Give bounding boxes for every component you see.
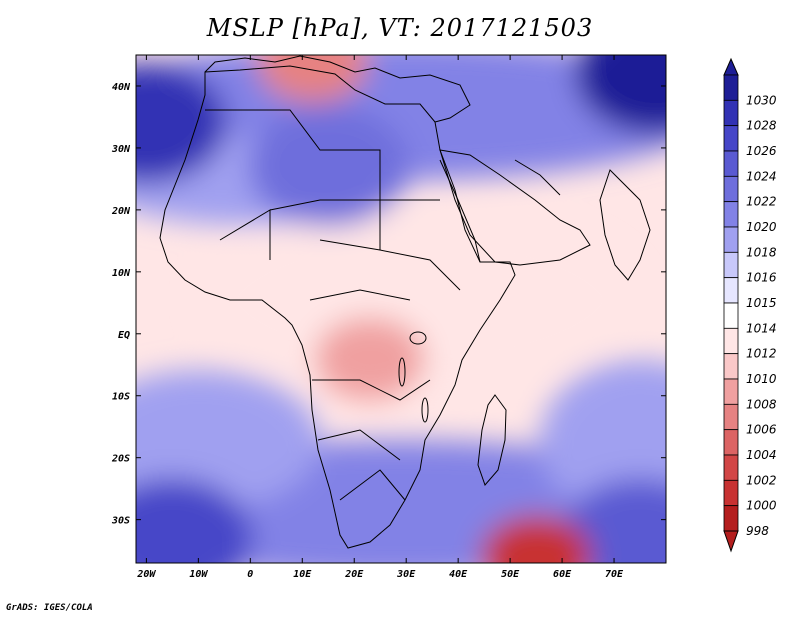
- colorbar-label: 1024: [746, 169, 777, 183]
- colorbar-swatch: [723, 99, 739, 127]
- colorbar-swatch: [723, 302, 739, 329]
- axis-ticks: 20W 10W 0 10E 20E 30E 40E 50E 60E 70E 40N 30N 20N 10N…: [111, 55, 666, 580]
- colorbar-label: 1015: [746, 296, 777, 310]
- arabian-peninsula-coastline: [439, 149, 591, 266]
- colorbar-swatch: [723, 125, 739, 152]
- colorbar-swatch: [723, 353, 739, 380]
- colorbar-label: 1010: [746, 372, 777, 386]
- colorbar-swatch: [723, 251, 739, 279]
- lat-tick-label: 20N: [111, 206, 131, 217]
- colorbar-label: 1002: [746, 473, 777, 487]
- low-pressure-cell: [257, 55, 368, 103]
- border-lines: [205, 109, 461, 501]
- colorbar-label: 1006: [746, 423, 777, 437]
- madagascar-coastline: [477, 394, 507, 486]
- colorbar-swatch: [723, 429, 739, 456]
- lon-tick-label: 10E: [293, 569, 312, 580]
- colorbar-label: 1004: [746, 448, 777, 462]
- lat-tick-label: 40N: [112, 82, 131, 93]
- colorbar-swatch: [723, 277, 739, 304]
- lon-tick-label: 20W: [136, 569, 156, 580]
- south-atlantic-band: [136, 370, 320, 510]
- colorbar-swatch: [723, 327, 739, 355]
- red-sea: [439, 159, 481, 263]
- high-pressure-cell: [248, 106, 409, 227]
- tropical-low-band: [200, 210, 640, 390]
- colorbar-swatch: [723, 226, 739, 253]
- low-pressure-cell: [314, 317, 425, 400]
- colorbar-swatch: [723, 505, 739, 532]
- colorbar-label: 1012: [746, 347, 777, 361]
- lon-tick-label: 40E: [449, 569, 468, 580]
- lat-tick-label: 10N: [112, 268, 131, 279]
- colorbar-label: 1016: [746, 271, 777, 285]
- lake-malawi: [421, 397, 429, 423]
- colorbar-arrow-top: [723, 57, 739, 76]
- grads-credit: GrADS: IGES/COLA: [6, 603, 93, 613]
- colorbar-label: 1008: [746, 397, 777, 411]
- india-coastline: [599, 169, 651, 281]
- africa-coastline: [159, 65, 516, 549]
- lat-tick-label: EQ: [118, 330, 130, 341]
- colorbar-swatch: [723, 479, 739, 507]
- colorbar-label: 1018: [746, 245, 777, 259]
- high-pressure-cell: [575, 55, 666, 134]
- lon-tick-label: 60E: [553, 569, 572, 580]
- colorbar-label: 1000: [746, 499, 777, 513]
- persian-gulf: [514, 159, 561, 196]
- lon-tick-label: 20E: [344, 569, 364, 580]
- colorbar-arrow-bottom: [723, 530, 739, 553]
- colorbar-swatch: [723, 150, 739, 177]
- colorbar-swatch: [723, 378, 739, 405]
- low-pressure-cell: [481, 515, 592, 563]
- colorbar: 1030 1028 1026 1024 1022 1020 1018 1016 1015 1014…: [723, 57, 777, 553]
- colorbar-swatch: [723, 74, 739, 101]
- lon-tick-label: 50E: [501, 569, 520, 580]
- colorbar-swatch: [723, 201, 739, 228]
- colorbar-label: 1020: [746, 220, 777, 234]
- colorbar-swatch: [723, 403, 739, 431]
- lat-tick-label: 20S: [111, 454, 130, 465]
- colorbar-label: 1028: [746, 119, 777, 133]
- lat-tick-label: 30N: [111, 144, 131, 155]
- map-title: MSLP [hPa], VT: 2017121503: [206, 14, 594, 42]
- high-pressure-cell: [136, 478, 253, 563]
- lon-tick-label: 30E: [396, 569, 416, 580]
- pressure-field: [136, 55, 666, 563]
- lat-tick-label: 30S: [111, 516, 130, 527]
- lon-tick-label: 10W: [189, 569, 208, 580]
- colorbar-swatch: [723, 175, 739, 203]
- colorbar-label: 1014: [746, 321, 777, 335]
- colorbar-label: 1030: [746, 93, 777, 107]
- colorbar-label: 998: [746, 524, 769, 538]
- high-pressure-cell: [136, 63, 227, 184]
- lon-tick-label: 0: [247, 569, 253, 580]
- plot-frame: [135, 54, 667, 564]
- colorbar-label: 1026: [746, 144, 777, 158]
- coastlines-and-borders: [159, 55, 651, 549]
- lake-tanganyika: [398, 357, 406, 387]
- lat-tick-label: 10S: [112, 392, 130, 403]
- lake-victoria: [409, 331, 427, 345]
- lon-tick-label: 70E: [605, 569, 624, 580]
- colorbar-label: 1022: [746, 195, 777, 209]
- colorbar-swatch: [723, 454, 739, 481]
